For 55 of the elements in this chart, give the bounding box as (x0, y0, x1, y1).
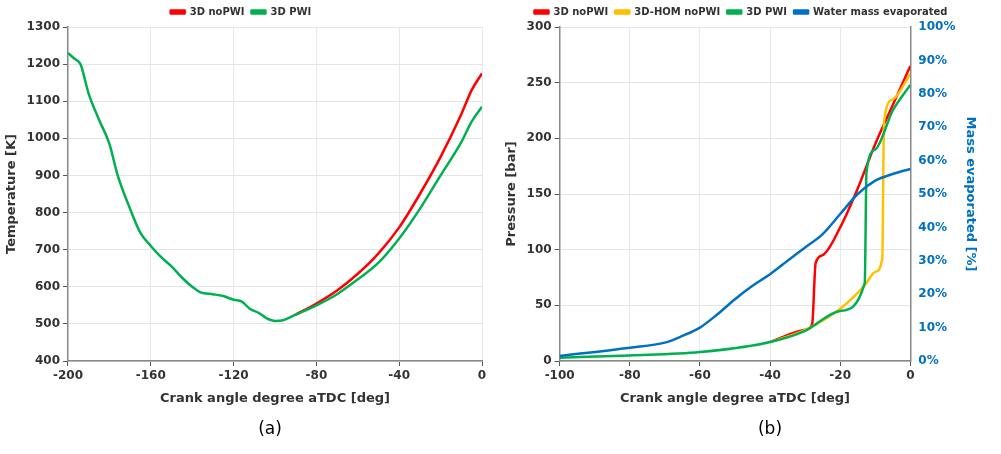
y-tick-label: 1100 (26, 93, 60, 108)
legend-label: Water mass evaporated (813, 5, 948, 17)
x-tick-label: 0 (906, 368, 915, 383)
legend-label: 3D PWI (270, 5, 312, 17)
y-axis-title: Temperature [K] (3, 134, 19, 254)
y-tick-label: 1300 (26, 19, 60, 34)
x-axis-title: Crank angle degree aTDC [deg] (159, 389, 391, 405)
x-tick-label: -40 (759, 368, 781, 383)
y2-tick-label: 50% (918, 186, 948, 201)
x-tick-label: -40 (388, 368, 411, 383)
y2-tick-label: 80% (918, 85, 948, 100)
legend-label: 3D-HOM noPWI (634, 5, 721, 17)
y2-tick-label: 30% (918, 252, 948, 267)
x-tick-label: 0 (477, 368, 487, 383)
x-tick-label: -80 (305, 368, 328, 383)
x-tick-label: -20 (829, 368, 852, 383)
y-tick-label: 150 (526, 186, 552, 201)
legend-label: 3D noPWI (189, 5, 245, 17)
y-tick-label: 50 (534, 297, 552, 312)
y-tick-label: 400 (34, 353, 60, 368)
x-tick-label: -120 (218, 368, 249, 383)
y-tick-label: 300 (526, 19, 552, 34)
x-axis-title: Crank angle degree aTDC [deg] (619, 389, 851, 405)
line-series (559, 167, 911, 358)
text: (a) (257, 418, 283, 438)
y-tick-label: 1200 (26, 56, 60, 71)
x-tick-label: -200 (52, 368, 84, 383)
y-tick-label: 700 (34, 241, 60, 256)
legend-label: 3D PWI (746, 5, 788, 17)
x-tick-label: -60 (689, 368, 711, 383)
y-tick-label: 800 (34, 204, 60, 219)
y-tick-label: 1000 (26, 130, 60, 145)
y-tick-label: 0 (543, 353, 552, 368)
line-series (68, 51, 482, 323)
x-tick-label: -80 (618, 368, 641, 383)
y2-tick-label: 10% (918, 319, 948, 334)
y2-tick-label: 100% (918, 19, 956, 34)
y-axis-title: Pressure [bar] (503, 141, 519, 247)
y2-tick-label: 0% (918, 353, 939, 368)
y-tick-label: 600 (34, 278, 60, 293)
y-tick-label: 250 (526, 74, 552, 89)
y2-tick-label: 70% (918, 119, 948, 134)
y-tick-label: 900 (34, 167, 60, 182)
legend-label: 3D noPWI (553, 5, 609, 17)
y-tick-label: 500 (34, 316, 60, 331)
y2-axis-title: Mass evaporated [%] (963, 116, 979, 272)
x-tick-label: -160 (135, 368, 166, 383)
x-tick-label: -100 (544, 368, 575, 383)
y2-tick-label: 90% (918, 52, 948, 67)
text: (b) (756, 418, 784, 438)
y-tick-label: 200 (526, 130, 552, 145)
y2-tick-label: 20% (918, 286, 948, 301)
y-tick-label: 100 (526, 241, 552, 256)
y2-tick-label: 60% (918, 152, 948, 167)
y2-tick-label: 40% (918, 219, 948, 234)
